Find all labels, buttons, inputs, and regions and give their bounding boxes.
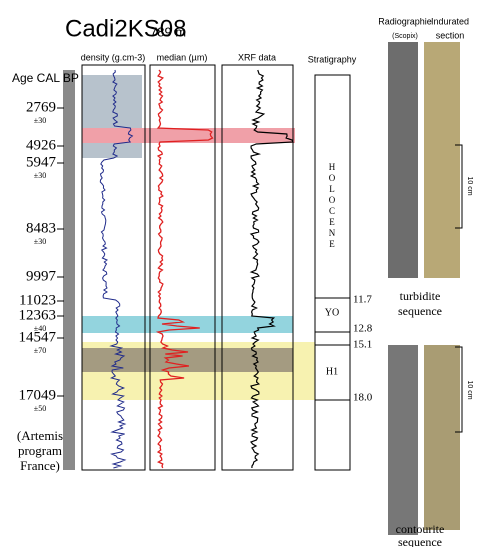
age-error-label: ±30 [34, 116, 46, 125]
age-label: 5947 [26, 154, 57, 170]
section-2 [424, 345, 460, 530]
holocene-label: L [329, 184, 335, 194]
boundary-label: 15.1 [353, 339, 372, 351]
column-label: Indurated [431, 16, 469, 26]
boundary-label: 11.7 [353, 294, 372, 306]
radiograph-1 [388, 42, 418, 278]
column-label: XRF data [238, 52, 276, 62]
section-1 [424, 42, 460, 278]
source-label: France) [20, 458, 60, 473]
holocene-label: O [329, 195, 336, 205]
figure: Cadi2KS08 789 m Age CAL BP density (g.cm… [0, 0, 478, 547]
sequence-label: contourite [396, 522, 445, 536]
holocene-label: E [329, 217, 335, 227]
holocene-label: E [329, 239, 335, 249]
age-label: 12363 [19, 307, 57, 323]
age-label: 8483 [26, 220, 56, 236]
age-label: 14547 [19, 329, 57, 345]
boundary-label: 12.8 [353, 323, 373, 335]
holocene-label: H [329, 162, 336, 172]
core-strip [63, 70, 75, 470]
age-error-label: ±50 [34, 404, 46, 413]
scale-label: 10 cm [466, 380, 473, 399]
column-label: (Scopix) [392, 33, 418, 40]
yd-band [82, 316, 293, 333]
age-label: 4926 [26, 137, 57, 153]
column-label: density (g.cm-3) [81, 52, 146, 62]
strat-label: YO [325, 307, 339, 318]
strat-label: H1 [326, 366, 338, 377]
strat-column [315, 75, 350, 470]
age-error-label: ±70 [34, 346, 46, 355]
age-label: 9997 [26, 268, 57, 284]
column-label: Radiographie [378, 16, 432, 26]
source-label: (Artemis [17, 428, 63, 443]
column-label: Stratigraphy [308, 54, 357, 64]
holocene-label: N [329, 228, 336, 238]
age-label: 11023 [19, 292, 56, 308]
source-label: program [18, 443, 62, 458]
age-label: 2769 [26, 99, 56, 115]
age-error-label: ±30 [34, 171, 46, 180]
age-label: 17049 [19, 387, 57, 403]
boundary-label: 18.0 [353, 392, 373, 404]
sequence-label: turbidite [400, 289, 441, 303]
holocene-band [82, 75, 142, 158]
scale-label: 10 cm [466, 176, 473, 195]
column-label: median (µm) [157, 52, 208, 62]
radiograph-2 [388, 345, 418, 535]
sequence-label: sequence [398, 535, 442, 547]
depth: 789 m [150, 24, 186, 39]
age-axis-label: Age CAL BP [12, 71, 79, 85]
holocene-label: O [329, 173, 336, 183]
age-error-label: ±30 [34, 237, 46, 246]
sequence-label: sequence [398, 304, 442, 318]
column-label: section [436, 30, 465, 40]
holocene-label: C [329, 206, 335, 216]
